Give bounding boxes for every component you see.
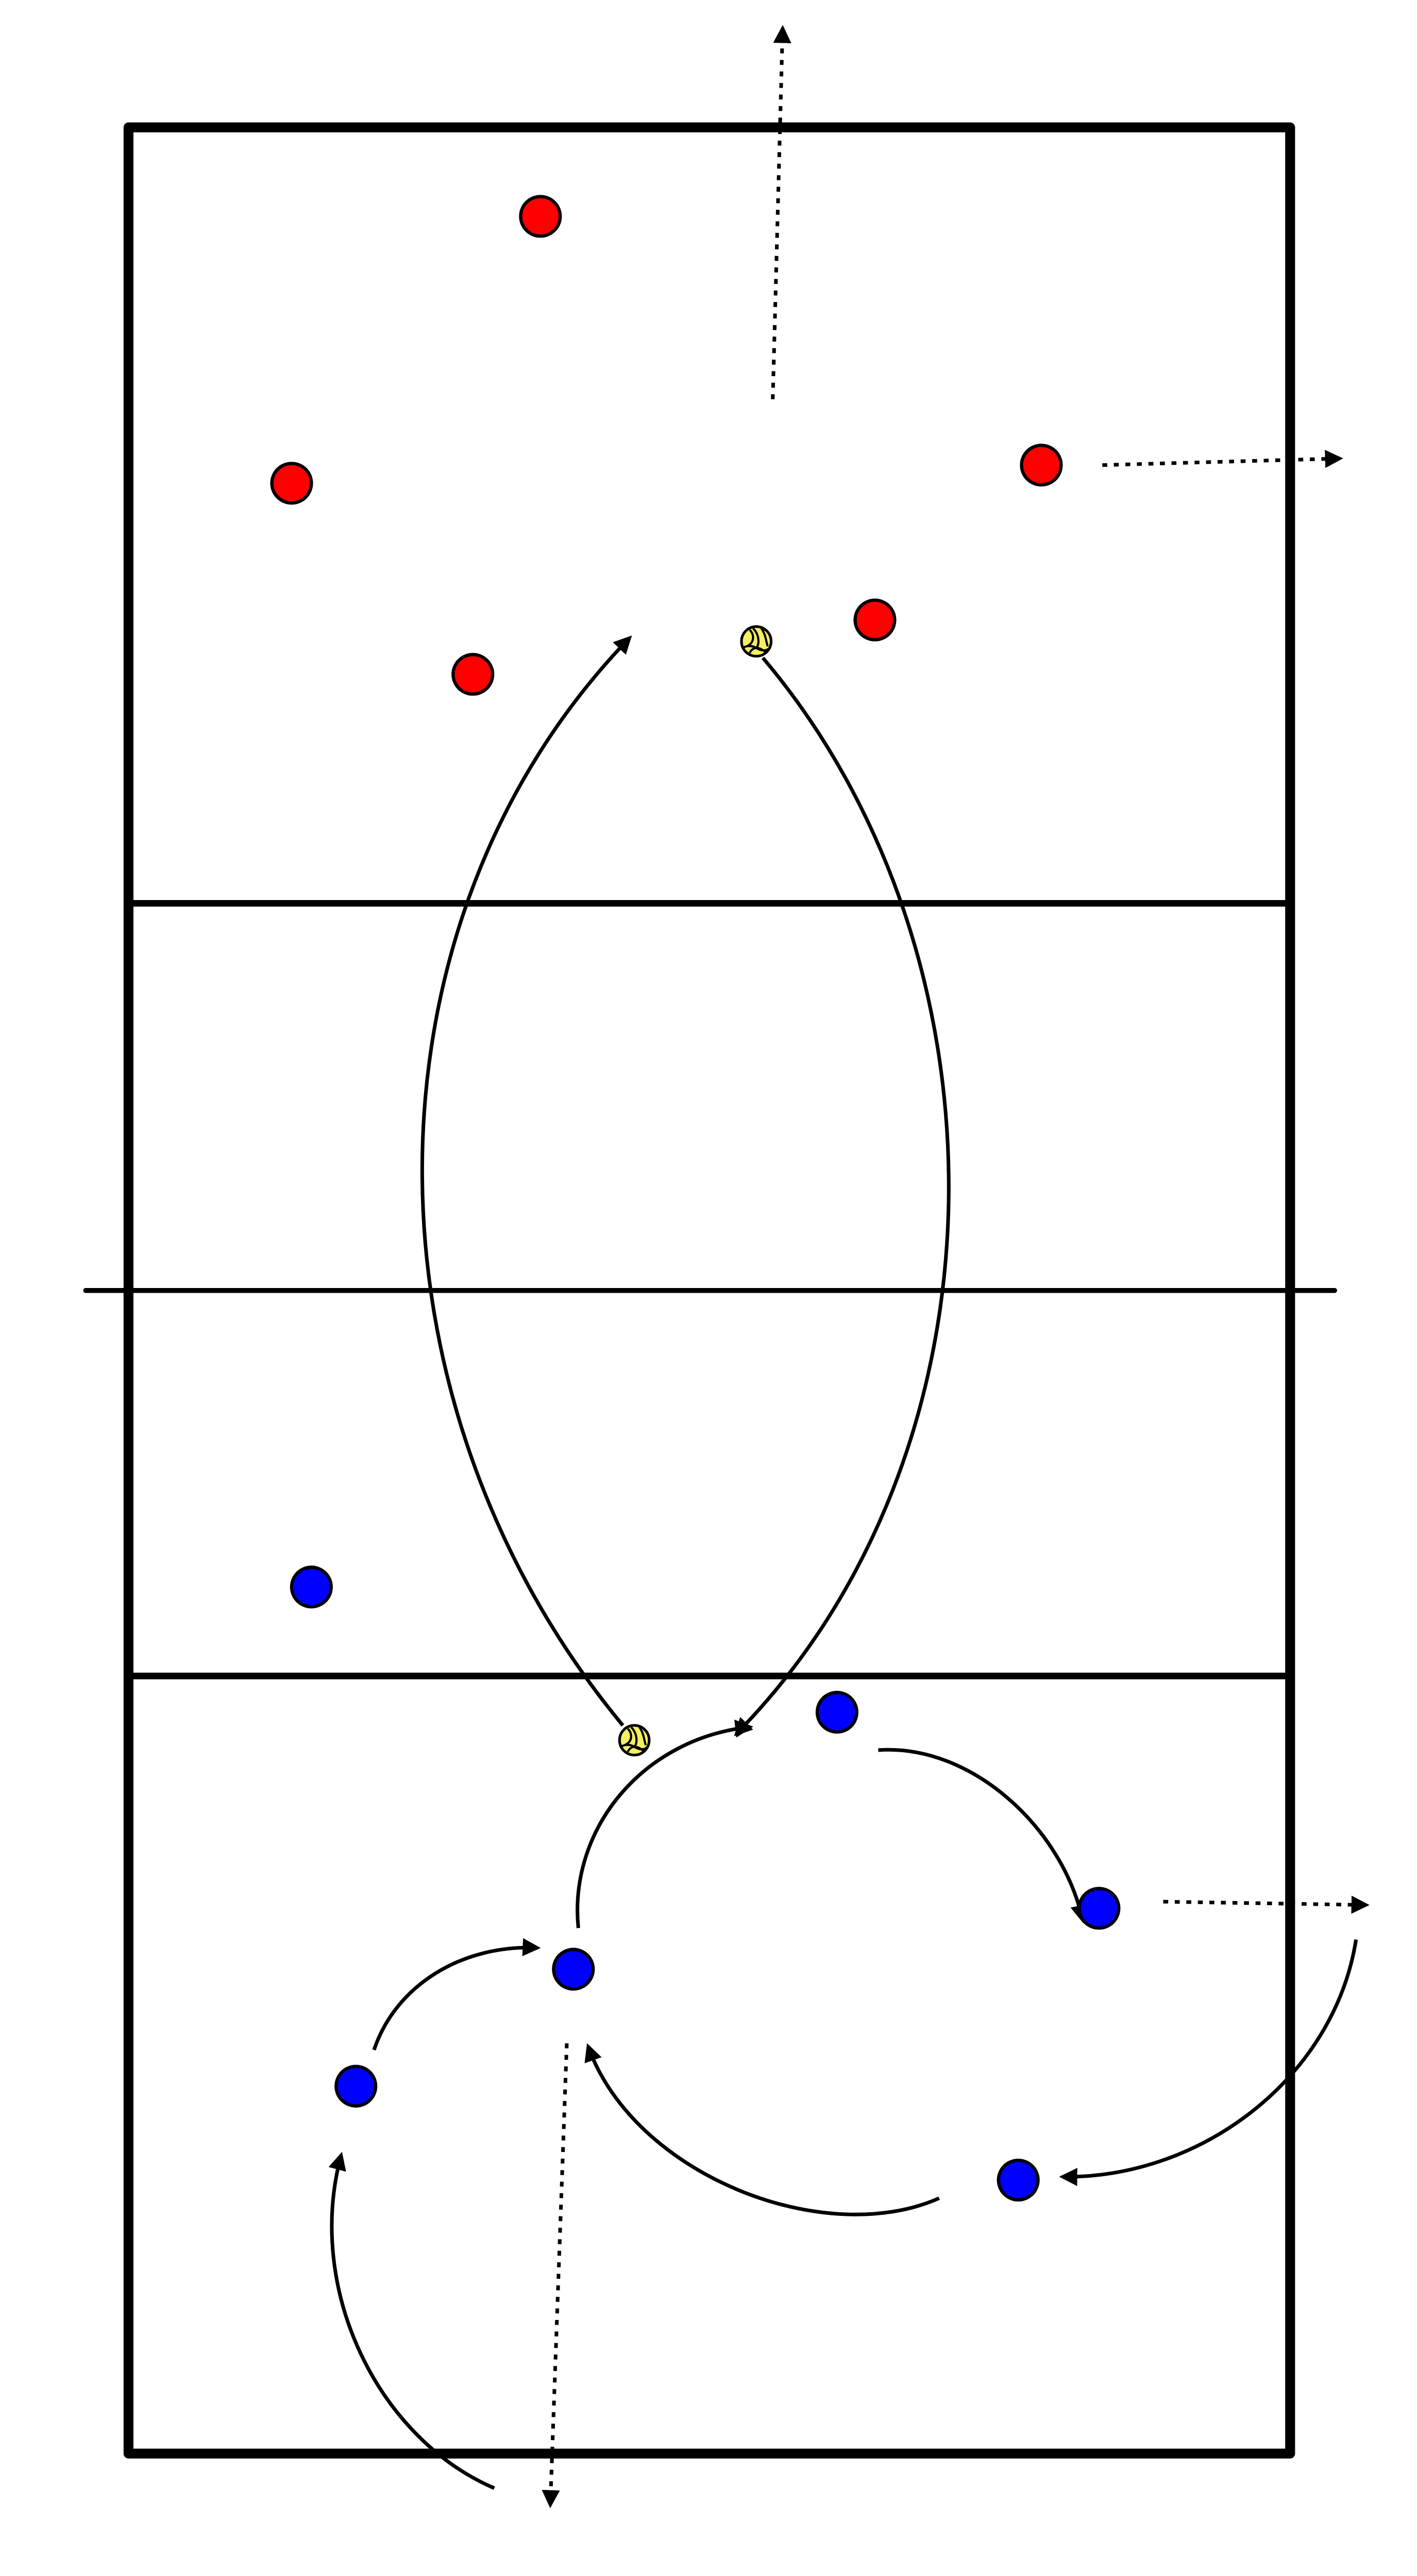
ball-seams [742, 627, 770, 654]
ball-path-arrow [576, 1719, 753, 1928]
player-movement-arrow [771, 25, 791, 399]
court [83, 122, 1337, 2459]
ball-path-arrow [1059, 1939, 1358, 2187]
volleyball-icon [618, 1724, 651, 1757]
player-movement-arrow [1102, 450, 1343, 468]
player-marker-red [270, 462, 313, 505]
volleyball-icon [740, 625, 773, 658]
balls [618, 625, 773, 1757]
player-marker-red [853, 598, 897, 641]
player-marker-blue [552, 1947, 595, 1991]
player-marker-red [451, 653, 495, 696]
player-marker-blue [290, 1565, 333, 1608]
player-marker-blue [997, 2158, 1040, 2202]
ball-path-arrow [734, 656, 951, 1736]
ball-seams [620, 1726, 649, 1753]
ball-path-arrow [328, 2151, 495, 2490]
ball-path-arrow [584, 2043, 940, 2216]
player-marker-blue [1077, 1887, 1121, 1930]
player-marker-red [1020, 444, 1063, 487]
ball-path-arrow [420, 635, 632, 1727]
players [270, 195, 1121, 2202]
player-movement-arrow [1163, 1895, 1370, 1914]
player-marker-blue [334, 2064, 378, 2108]
ball-path-arrow [878, 1748, 1089, 1924]
player-marker-red [519, 195, 562, 238]
player-marker-blue [815, 1690, 858, 1734]
ball-path-arrow [372, 1938, 541, 2051]
movement-paths [328, 25, 1370, 2509]
player-movement-arrow [542, 2043, 569, 2509]
